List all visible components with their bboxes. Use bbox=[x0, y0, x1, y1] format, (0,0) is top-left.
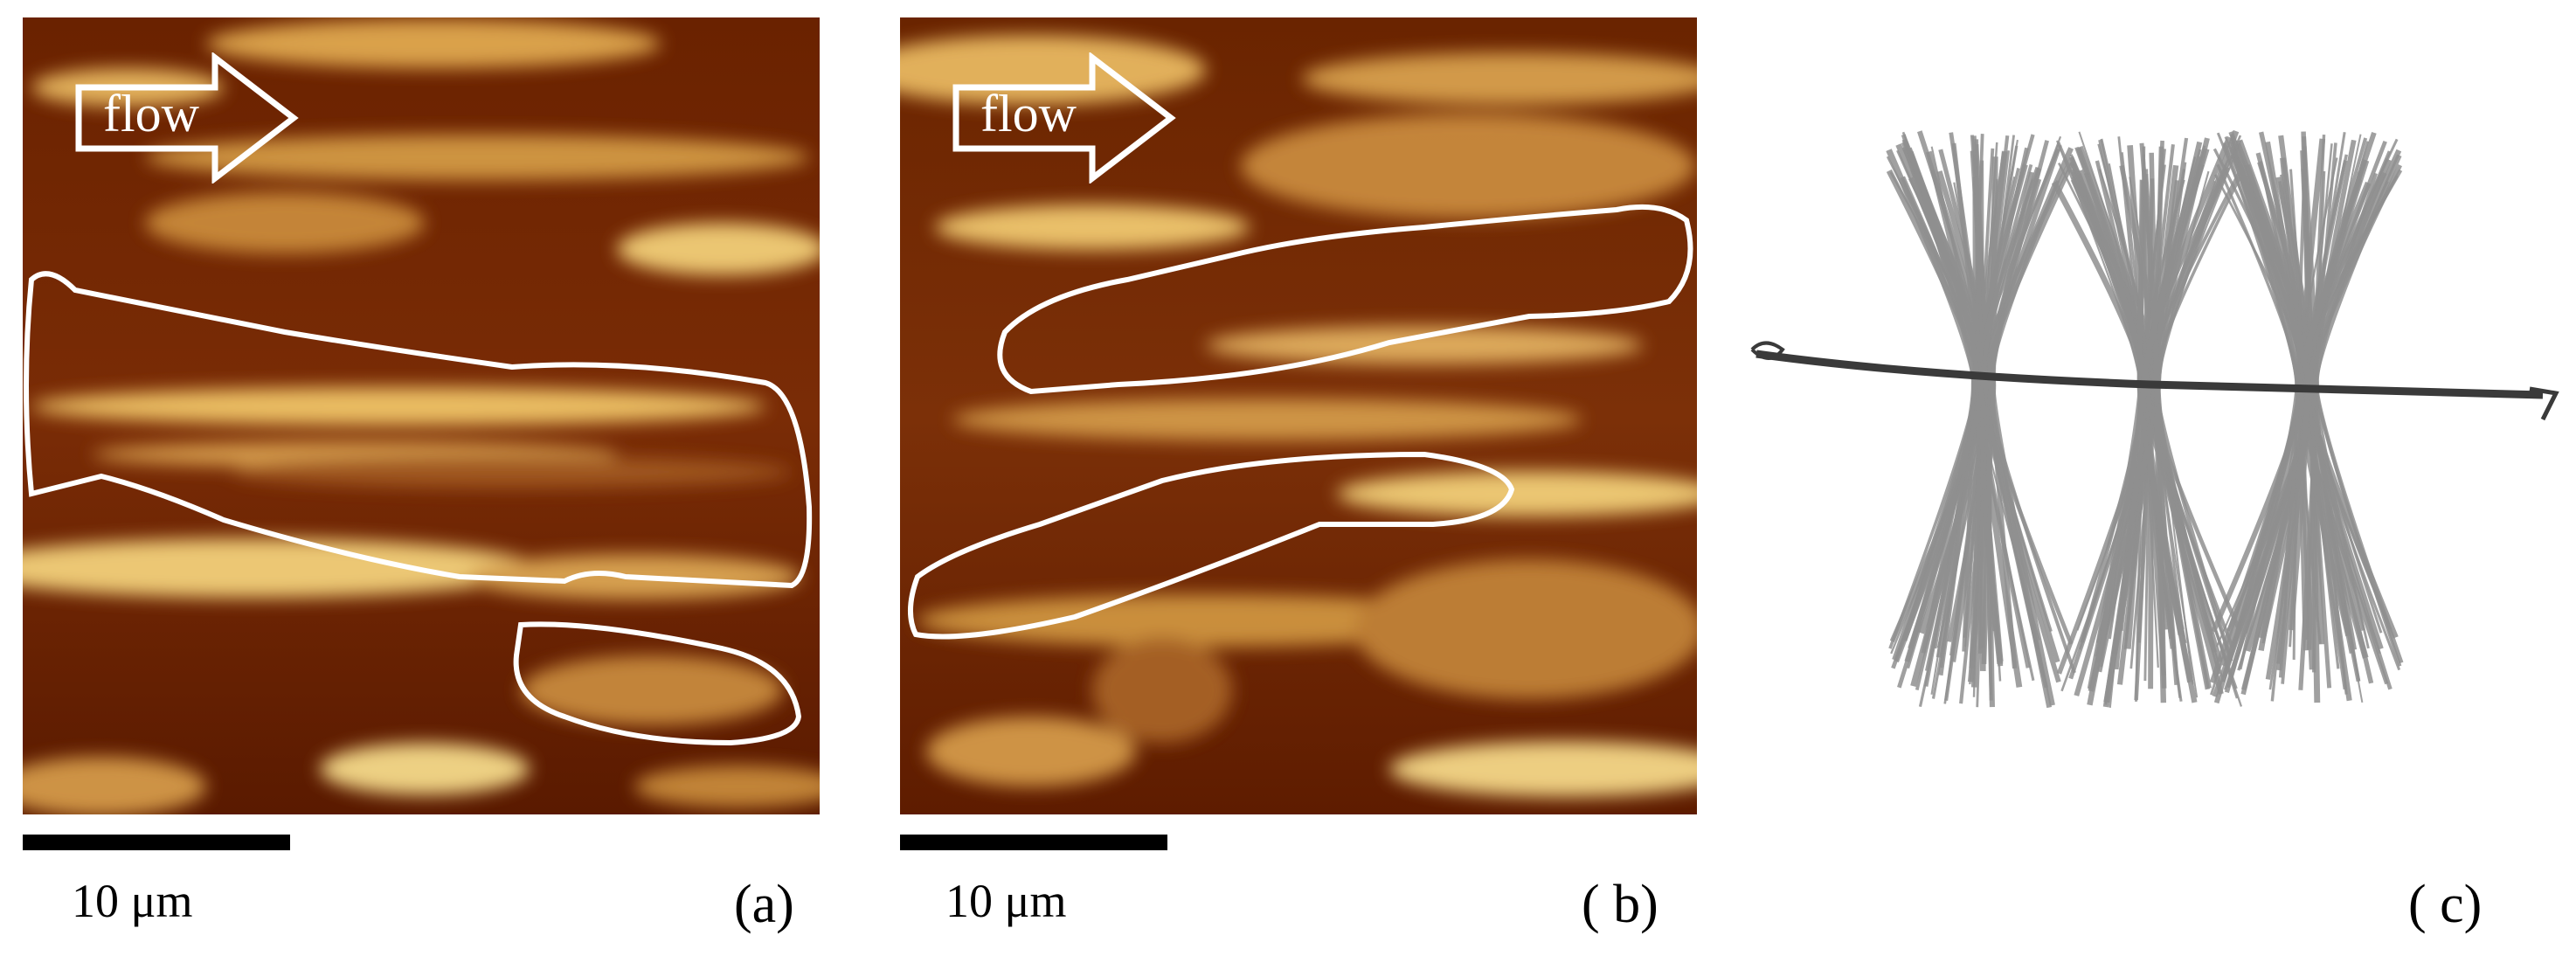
flow-label: flow bbox=[980, 85, 1077, 142]
fiber-bundle bbox=[1886, 130, 2076, 709]
flow-arrow-icon bbox=[952, 52, 1176, 184]
panel-label-c: ( c) bbox=[2408, 875, 2483, 934]
fiber-bundle bbox=[2209, 130, 2404, 704]
panel-label-b: ( b) bbox=[1582, 875, 1658, 934]
scale-bar bbox=[900, 835, 1167, 850]
flow-arrow-icon bbox=[75, 52, 299, 184]
afm-image-a: flow bbox=[23, 17, 820, 814]
afm-image-b: flow bbox=[900, 17, 1697, 814]
panel-label-a: (a) bbox=[734, 875, 794, 934]
scale-label: 10 μm bbox=[72, 875, 193, 927]
central-shish-fiber bbox=[1755, 350, 2544, 399]
fiber-bundle bbox=[2051, 129, 2243, 708]
scale-bar bbox=[23, 835, 290, 850]
shish-kebab-illustration bbox=[1739, 87, 2569, 786]
flow-label: flow bbox=[103, 85, 199, 142]
scale-label: 10 μm bbox=[945, 875, 1067, 927]
